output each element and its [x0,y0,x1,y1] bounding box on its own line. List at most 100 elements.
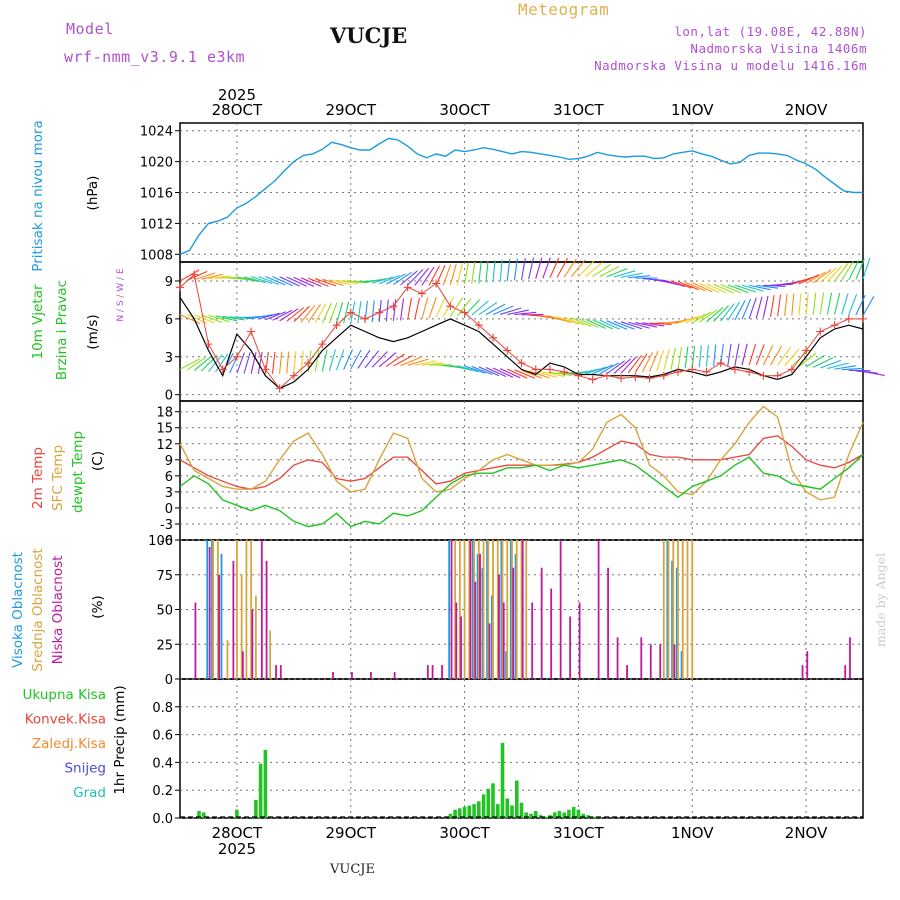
wind-arrow [201,314,223,323]
wind-gust-marker [332,321,341,330]
precip-bar [458,808,462,818]
wind-arrow [179,269,200,282]
top-day-label: 28OCT [212,101,263,119]
wind-arrow [179,313,201,325]
wind-arrow [677,280,699,291]
wind-arrow [265,276,286,286]
precip-bar [571,806,576,818]
wind-gust-marker [389,302,398,311]
top-day-label: 2NOV [785,101,828,119]
precip-tick-label: 0.0 [152,812,173,827]
wind-gust-marker [247,327,256,336]
wind-arrow [635,322,658,328]
wind-arrow [699,282,720,293]
wind-arrow [286,351,290,374]
wind-arrow [734,284,756,293]
precip-bar [448,813,453,818]
wind-title: 10m Vjetar [30,284,46,359]
temp-tick-label: 9 [165,454,173,469]
wind-arrow [755,344,765,366]
temp-2m-line [179,435,864,490]
wind-arrow [556,316,579,325]
wind-gust-marker [787,365,796,374]
wind-arrow [329,279,352,286]
wind-arrow [628,275,651,279]
wind-arrow [293,351,297,374]
wind-arrow [293,276,315,287]
wind-arrow [727,343,732,366]
wind-arrow [762,344,774,366]
wind-arrow [378,299,382,322]
wind-arrow [371,276,394,284]
precip-bar [462,806,467,818]
cloud-tick-label: 0 [165,673,173,688]
wind-arrow [819,292,825,315]
wind-arrow [520,258,526,280]
wind-arrow [841,261,854,281]
wind-arrow [471,261,476,284]
wind-arrow [798,293,802,316]
wind-gust-marker [859,314,867,323]
wind-arrow [713,305,730,322]
wind-gust-marker [745,367,754,376]
top-day-label: 1NOV [671,101,714,119]
wind-arrow [827,265,843,283]
wind-arrow [656,349,665,372]
wind-tick-label: 9 [165,275,173,290]
wind-arrow [471,365,493,376]
wind-gust-marker [545,365,554,374]
wind-gust-marker [688,365,697,374]
precip-bar [586,815,590,818]
precip-bar [510,805,514,818]
wind-arrow [756,284,779,289]
wind-gust-marker [446,302,455,311]
wind-gust-marker [304,359,313,368]
wind-arrow [272,276,293,287]
bottom-day-label: 30OCT [439,824,490,842]
wind-arrow [734,343,740,366]
precip-bar [557,811,562,818]
wind-arrow [599,362,620,375]
wind-arrow [193,355,212,371]
wind-arrow [322,278,344,286]
wind-arrow [706,283,727,294]
wind-tick-label: 0 [165,389,173,404]
wind-arrow [386,353,405,367]
wind-arrow [606,320,628,330]
wind-arrow [251,314,273,320]
wind-arrow [862,296,875,316]
wind-arrow [279,276,300,287]
wind-arrow [379,274,400,285]
bottom-day-label: 29OCT [325,824,376,842]
wind-arrow [705,344,709,367]
wind-gust-marker [645,374,654,383]
wind-arrow [692,282,713,293]
wind-arrow [528,257,535,280]
wind-gust-marker [275,384,284,393]
bottom-year-label: 2025 [218,840,256,858]
precip-bar [197,811,201,818]
wind-arrow [628,321,650,329]
wind-arrow [464,365,486,374]
cloud-tick-label: 25 [156,638,173,653]
wind-arrow [265,311,287,321]
cloud-low-title: Niska Oblacnost [50,556,66,665]
wind-arrow [371,300,375,323]
wind-arrow [826,292,833,315]
wind-arrow [755,296,763,319]
wind-arrow [335,302,344,324]
wind-gust-marker [844,314,853,323]
precip-bar [496,804,500,818]
pressure-tick-label: 1012 [140,217,173,232]
station-title: VUCJE [330,23,408,48]
wind-arrow [727,301,741,321]
precip-legend-item: Snijeg [64,761,106,777]
wind-arrow [328,302,338,324]
model-elevation: Nadmorska Visina u modelu 1416.16m [594,58,867,73]
wind-arrow [791,276,813,285]
wind-gust-marker [432,279,441,288]
wind-arrow [442,297,455,318]
wind-gust-marker [617,374,626,383]
pressure-tick-label: 1024 [140,125,173,140]
cloud-unit: (%) [90,595,106,618]
